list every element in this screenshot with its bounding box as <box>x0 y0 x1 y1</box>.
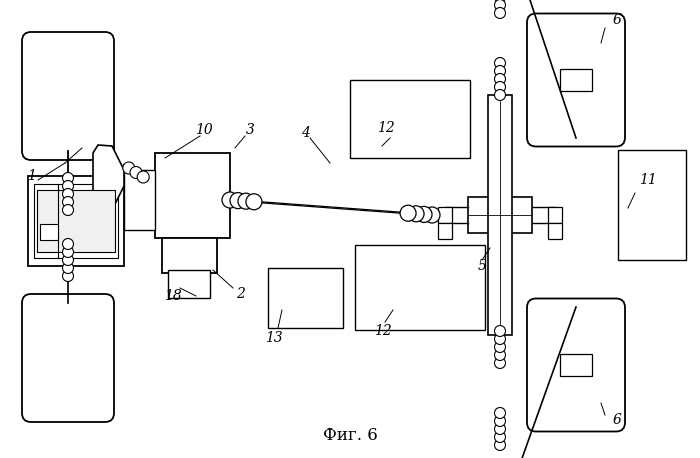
Circle shape <box>62 246 74 257</box>
Bar <box>438 207 452 223</box>
Circle shape <box>122 162 135 174</box>
Circle shape <box>416 207 432 223</box>
Polygon shape <box>93 145 124 210</box>
Text: 6: 6 <box>612 13 622 27</box>
Circle shape <box>62 196 74 207</box>
Circle shape <box>494 89 505 100</box>
Circle shape <box>62 262 74 273</box>
Circle shape <box>230 193 246 208</box>
Bar <box>355 245 485 330</box>
Circle shape <box>494 58 505 69</box>
Circle shape <box>222 192 238 208</box>
Bar <box>124 170 155 230</box>
Text: 3: 3 <box>246 123 254 137</box>
Circle shape <box>62 173 74 184</box>
Circle shape <box>62 189 74 200</box>
Circle shape <box>494 0 505 11</box>
Circle shape <box>494 415 505 426</box>
Text: 2: 2 <box>236 287 244 301</box>
Circle shape <box>494 358 505 369</box>
Text: 13: 13 <box>265 331 283 345</box>
Text: 11: 11 <box>639 173 657 187</box>
Text: 4: 4 <box>300 126 309 140</box>
Circle shape <box>494 7 505 18</box>
Bar <box>37 190 115 252</box>
Circle shape <box>494 424 505 435</box>
Text: 12: 12 <box>377 121 395 135</box>
Circle shape <box>494 73 505 84</box>
Circle shape <box>246 194 262 210</box>
Text: 18: 18 <box>164 289 182 303</box>
Circle shape <box>494 326 505 337</box>
FancyBboxPatch shape <box>22 32 114 160</box>
FancyBboxPatch shape <box>22 294 114 422</box>
Bar <box>350 80 470 158</box>
Bar <box>618 150 686 260</box>
Circle shape <box>494 65 505 76</box>
Bar <box>155 153 230 238</box>
Circle shape <box>494 349 505 360</box>
Bar <box>40 224 58 240</box>
Circle shape <box>137 171 149 183</box>
Circle shape <box>494 440 505 451</box>
FancyBboxPatch shape <box>527 13 625 147</box>
Bar <box>468 197 532 233</box>
Bar <box>34 184 118 258</box>
Circle shape <box>494 0 505 2</box>
Circle shape <box>400 205 416 221</box>
Bar <box>28 176 124 266</box>
Circle shape <box>62 205 74 216</box>
Circle shape <box>408 206 424 222</box>
Bar <box>168 270 210 298</box>
Bar <box>268 268 343 328</box>
Circle shape <box>494 342 505 353</box>
Bar <box>438 223 452 239</box>
Bar <box>548 207 562 223</box>
Circle shape <box>62 271 74 282</box>
Circle shape <box>494 82 505 93</box>
Text: 12: 12 <box>374 324 392 338</box>
Circle shape <box>494 408 505 419</box>
Bar <box>548 223 562 239</box>
FancyBboxPatch shape <box>527 299 625 431</box>
Circle shape <box>62 255 74 266</box>
Circle shape <box>494 333 505 344</box>
Bar <box>560 354 592 376</box>
Text: 1: 1 <box>27 169 36 183</box>
Circle shape <box>62 239 74 250</box>
Text: 5: 5 <box>477 259 486 273</box>
Circle shape <box>130 167 142 179</box>
Text: Фиг. 6: Фиг. 6 <box>323 427 377 445</box>
Circle shape <box>62 180 74 191</box>
Circle shape <box>494 431 505 442</box>
Circle shape <box>424 207 440 223</box>
Text: 10: 10 <box>195 123 213 137</box>
Circle shape <box>238 193 254 209</box>
Text: 6: 6 <box>612 413 622 427</box>
Bar <box>488 95 512 335</box>
Bar <box>162 238 217 273</box>
Bar <box>560 69 592 91</box>
